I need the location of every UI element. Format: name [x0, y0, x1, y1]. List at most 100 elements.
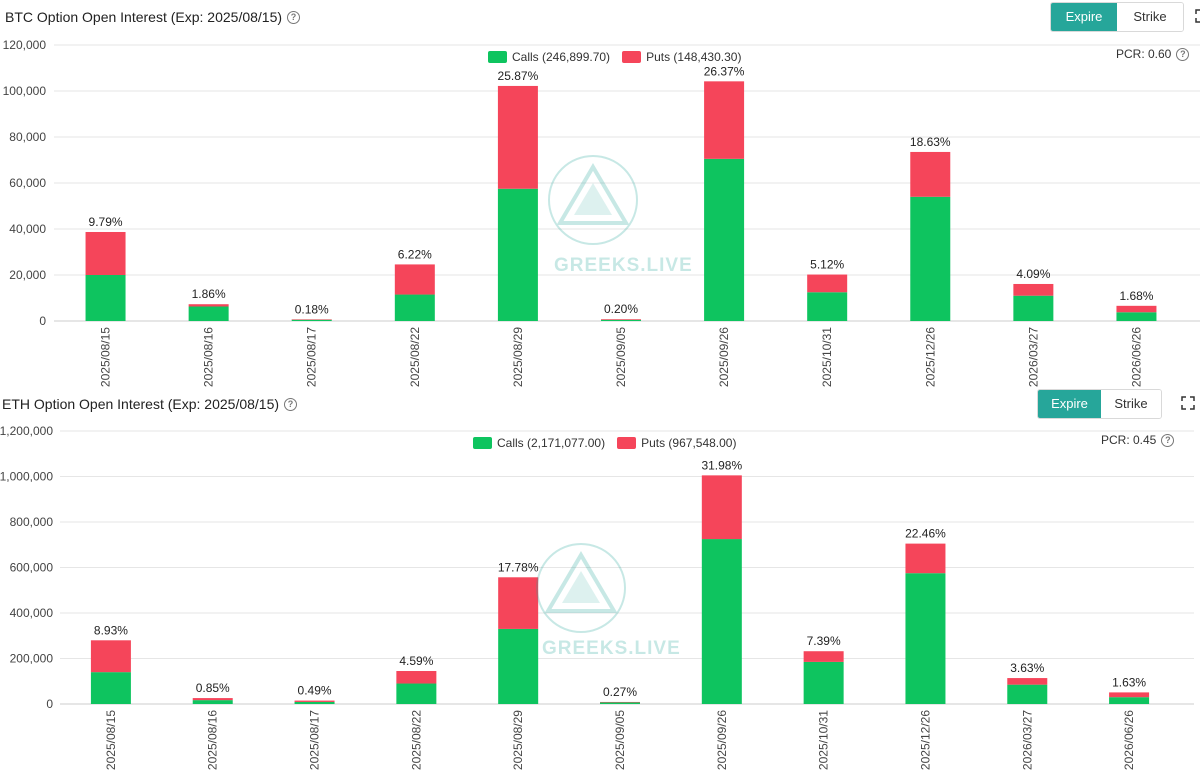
eth-title-text: ETH Option Open Interest (Exp: 2025/08/1…	[2, 396, 280, 412]
eth-open-interest-panel: ETH Option Open Interest (Exp: 2025/08/1…	[0, 388, 1200, 782]
y-tick-label: 1,200,000	[0, 424, 53, 438]
eth-expire-tab[interactable]: Expire	[1038, 390, 1101, 418]
x-tick-label: 2025/08/17	[308, 710, 322, 770]
x-tick-label: 2025/12/26	[923, 327, 937, 387]
btc-strike-tab[interactable]: Strike	[1117, 3, 1183, 31]
y-tick-label: 60,000	[9, 176, 46, 190]
eth-chart-title: ETH Option Open Interest (Exp: 2025/08/1…	[2, 396, 298, 412]
x-tick-label: 2025/10/31	[820, 327, 834, 387]
x-tick-label: 2025/09/05	[614, 327, 628, 387]
y-tick-label: 1,000,000	[0, 470, 53, 484]
legend-puts[interactable]: Puts (148,430.30)	[622, 50, 741, 64]
calls-bar	[1013, 295, 1054, 321]
legend-puts-label: Puts (967,548.00)	[641, 436, 737, 450]
x-tick-label: 2025/08/22	[409, 710, 423, 770]
puts-swatch	[622, 51, 642, 63]
calls-bar	[905, 573, 946, 704]
x-tick-label: 2025/08/29	[511, 710, 525, 770]
puts-bar	[1013, 283, 1054, 296]
puts-bar	[188, 304, 229, 307]
puts-bar	[497, 85, 538, 189]
calls-bar	[85, 275, 126, 321]
eth-view-toggle: Expire Strike	[1037, 389, 1162, 419]
x-tick-label: 2025/08/29	[511, 327, 525, 387]
puts-bar	[90, 640, 131, 673]
calls-swatch	[488, 51, 507, 63]
btc-pcr: PCR: 0.60 ?	[1116, 47, 1190, 61]
bar-percent-label: 18.63%	[910, 135, 951, 149]
puts-bar	[701, 475, 742, 540]
x-tick-label: 2026/06/26	[1122, 710, 1136, 770]
puts-bar	[803, 651, 844, 662]
x-tick-label: 2025/09/26	[715, 710, 729, 770]
btc-chart-title: BTC Option Open Interest (Exp: 2025/08/1…	[5, 9, 301, 25]
legend-puts-label: Puts (148,430.30)	[646, 50, 742, 64]
x-tick-label: 2025/09/05	[613, 710, 627, 770]
calls-bar	[1109, 697, 1150, 704]
eth-pcr: PCR: 0.45 ?	[1101, 433, 1175, 447]
help-icon[interactable]: ?	[1161, 433, 1175, 447]
expand-icon[interactable]	[1181, 396, 1195, 410]
puts-bar	[85, 231, 126, 275]
puts-bar	[601, 319, 641, 320]
bar-percent-label: 4.09%	[1016, 267, 1050, 281]
x-tick-label: 2025/12/26	[918, 710, 932, 770]
calls-bar	[1116, 312, 1157, 321]
calls-bar	[394, 294, 435, 321]
bar-percent-label: 17.78%	[498, 560, 539, 574]
calls-bar	[497, 188, 538, 321]
y-tick-label: 200,000	[10, 652, 54, 666]
bar-percent-label: 0.27%	[603, 685, 637, 699]
help-icon[interactable]: ?	[1176, 47, 1190, 61]
eth-strike-tab[interactable]: Strike	[1101, 390, 1161, 418]
eth-pcr-value: PCR: 0.45	[1101, 433, 1157, 447]
btc-view-toggle: Expire Strike	[1050, 2, 1184, 32]
bar-percent-label: 8.93%	[94, 623, 128, 637]
y-tick-label: 800,000	[10, 515, 54, 529]
calls-bar	[910, 196, 951, 321]
help-icon[interactable]: ?	[287, 10, 301, 24]
btc-expire-tab[interactable]: Expire	[1051, 3, 1117, 31]
x-tick-label: 2026/03/27	[1020, 710, 1034, 770]
bar-percent-label: 4.59%	[399, 654, 433, 668]
x-tick-label: 2025/08/17	[305, 327, 319, 387]
legend-calls[interactable]: Calls (2,171,077.00)	[473, 436, 605, 450]
calls-bar	[396, 683, 437, 704]
bar-percent-label: 0.49%	[298, 684, 332, 698]
x-tick-label: 2026/03/27	[1026, 327, 1040, 387]
puts-bar	[192, 698, 233, 701]
bar-percent-label: 1.68%	[1119, 289, 1153, 303]
puts-bar	[396, 671, 437, 684]
calls-bar	[601, 319, 641, 321]
x-tick-label: 2026/06/26	[1129, 327, 1143, 387]
legend-calls[interactable]: Calls (246,899.70)	[488, 50, 610, 64]
y-tick-label: 20,000	[9, 268, 46, 282]
puts-bar	[291, 319, 332, 320]
puts-bar	[1116, 305, 1157, 313]
x-tick-label: 2025/08/15	[104, 710, 118, 770]
x-tick-label: 2025/09/26	[717, 327, 731, 387]
calls-bar	[803, 661, 844, 704]
puts-bar	[394, 264, 435, 295]
help-icon[interactable]: ?	[284, 397, 298, 411]
eth-legend: Calls (2,171,077.00) Puts (967,548.00)	[473, 436, 748, 450]
x-tick-label: 2025/08/22	[408, 327, 422, 387]
bar-percent-label: 9.79%	[89, 215, 123, 229]
legend-puts[interactable]: Puts (967,548.00)	[617, 436, 736, 450]
btc-open-interest-panel: BTC Option Open Interest (Exp: 2025/08/1…	[0, 0, 1200, 390]
puts-bar	[704, 81, 745, 159]
x-tick-label: 2025/08/15	[99, 327, 113, 387]
legend-calls-label: Calls (246,899.70)	[512, 50, 611, 64]
expand-icon[interactable]	[1195, 9, 1200, 23]
y-tick-label: 40,000	[9, 222, 46, 236]
y-tick-label: 100,000	[3, 84, 47, 98]
y-tick-label: 0	[46, 697, 53, 711]
puts-bar	[910, 151, 951, 197]
x-tick-label: 2025/08/16	[202, 327, 216, 387]
y-tick-label: 0	[39, 314, 46, 328]
calls-bar	[807, 292, 848, 321]
bar-percent-label: 22.46%	[905, 527, 946, 541]
bar-percent-label: 25.87%	[498, 69, 539, 83]
puts-swatch	[617, 437, 637, 449]
bar-percent-label: 3.63%	[1010, 661, 1044, 675]
